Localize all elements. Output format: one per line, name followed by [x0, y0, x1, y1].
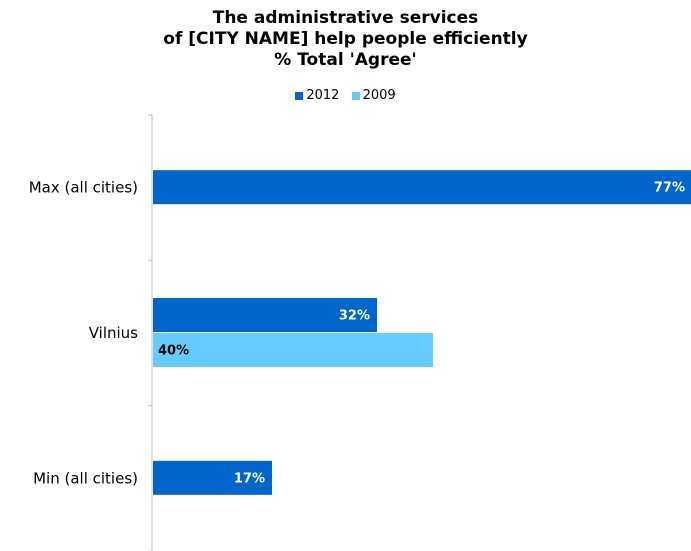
chart-title-line-1: The administrative services: [212, 8, 479, 28]
data-label-max-all-cities-2012: 77%: [654, 181, 685, 196]
data-label-vilnius-2012: 32%: [339, 309, 370, 324]
chart-title: The administrative services of [CITY NAM…: [0, 8, 691, 71]
category-label-vilnius: Vilnius: [89, 324, 138, 342]
bar-vilnius-2012: [153, 298, 377, 332]
legend-item-2009: 2009: [351, 88, 396, 103]
bar-min-all-cities-2012: [153, 460, 272, 495]
bar-vilnius-2009: [153, 333, 433, 367]
chart-title-line-3: % Total 'Agree': [274, 50, 417, 70]
category-label-max-all-cities: Max (all cities): [29, 179, 138, 197]
legend-label-2012: 2012: [306, 88, 340, 103]
bar-max-all-cities-2012: [153, 170, 691, 205]
chart-title-line-2: of [CITY NAME] help people efficiently: [163, 29, 528, 49]
data-label-min-all-cities-2012: 17%: [234, 471, 265, 486]
data-label-vilnius-2009: 40%: [158, 344, 189, 359]
legend-label-2009: 2009: [362, 88, 396, 103]
chart-legend: 2012 2009: [0, 88, 691, 104]
legend-swatch-2012: [295, 91, 304, 100]
legend-swatch-2009: [351, 91, 360, 100]
category-label-min-all-cities: Min (all cities): [33, 469, 138, 487]
legend-item-2012: 2012: [295, 88, 339, 103]
